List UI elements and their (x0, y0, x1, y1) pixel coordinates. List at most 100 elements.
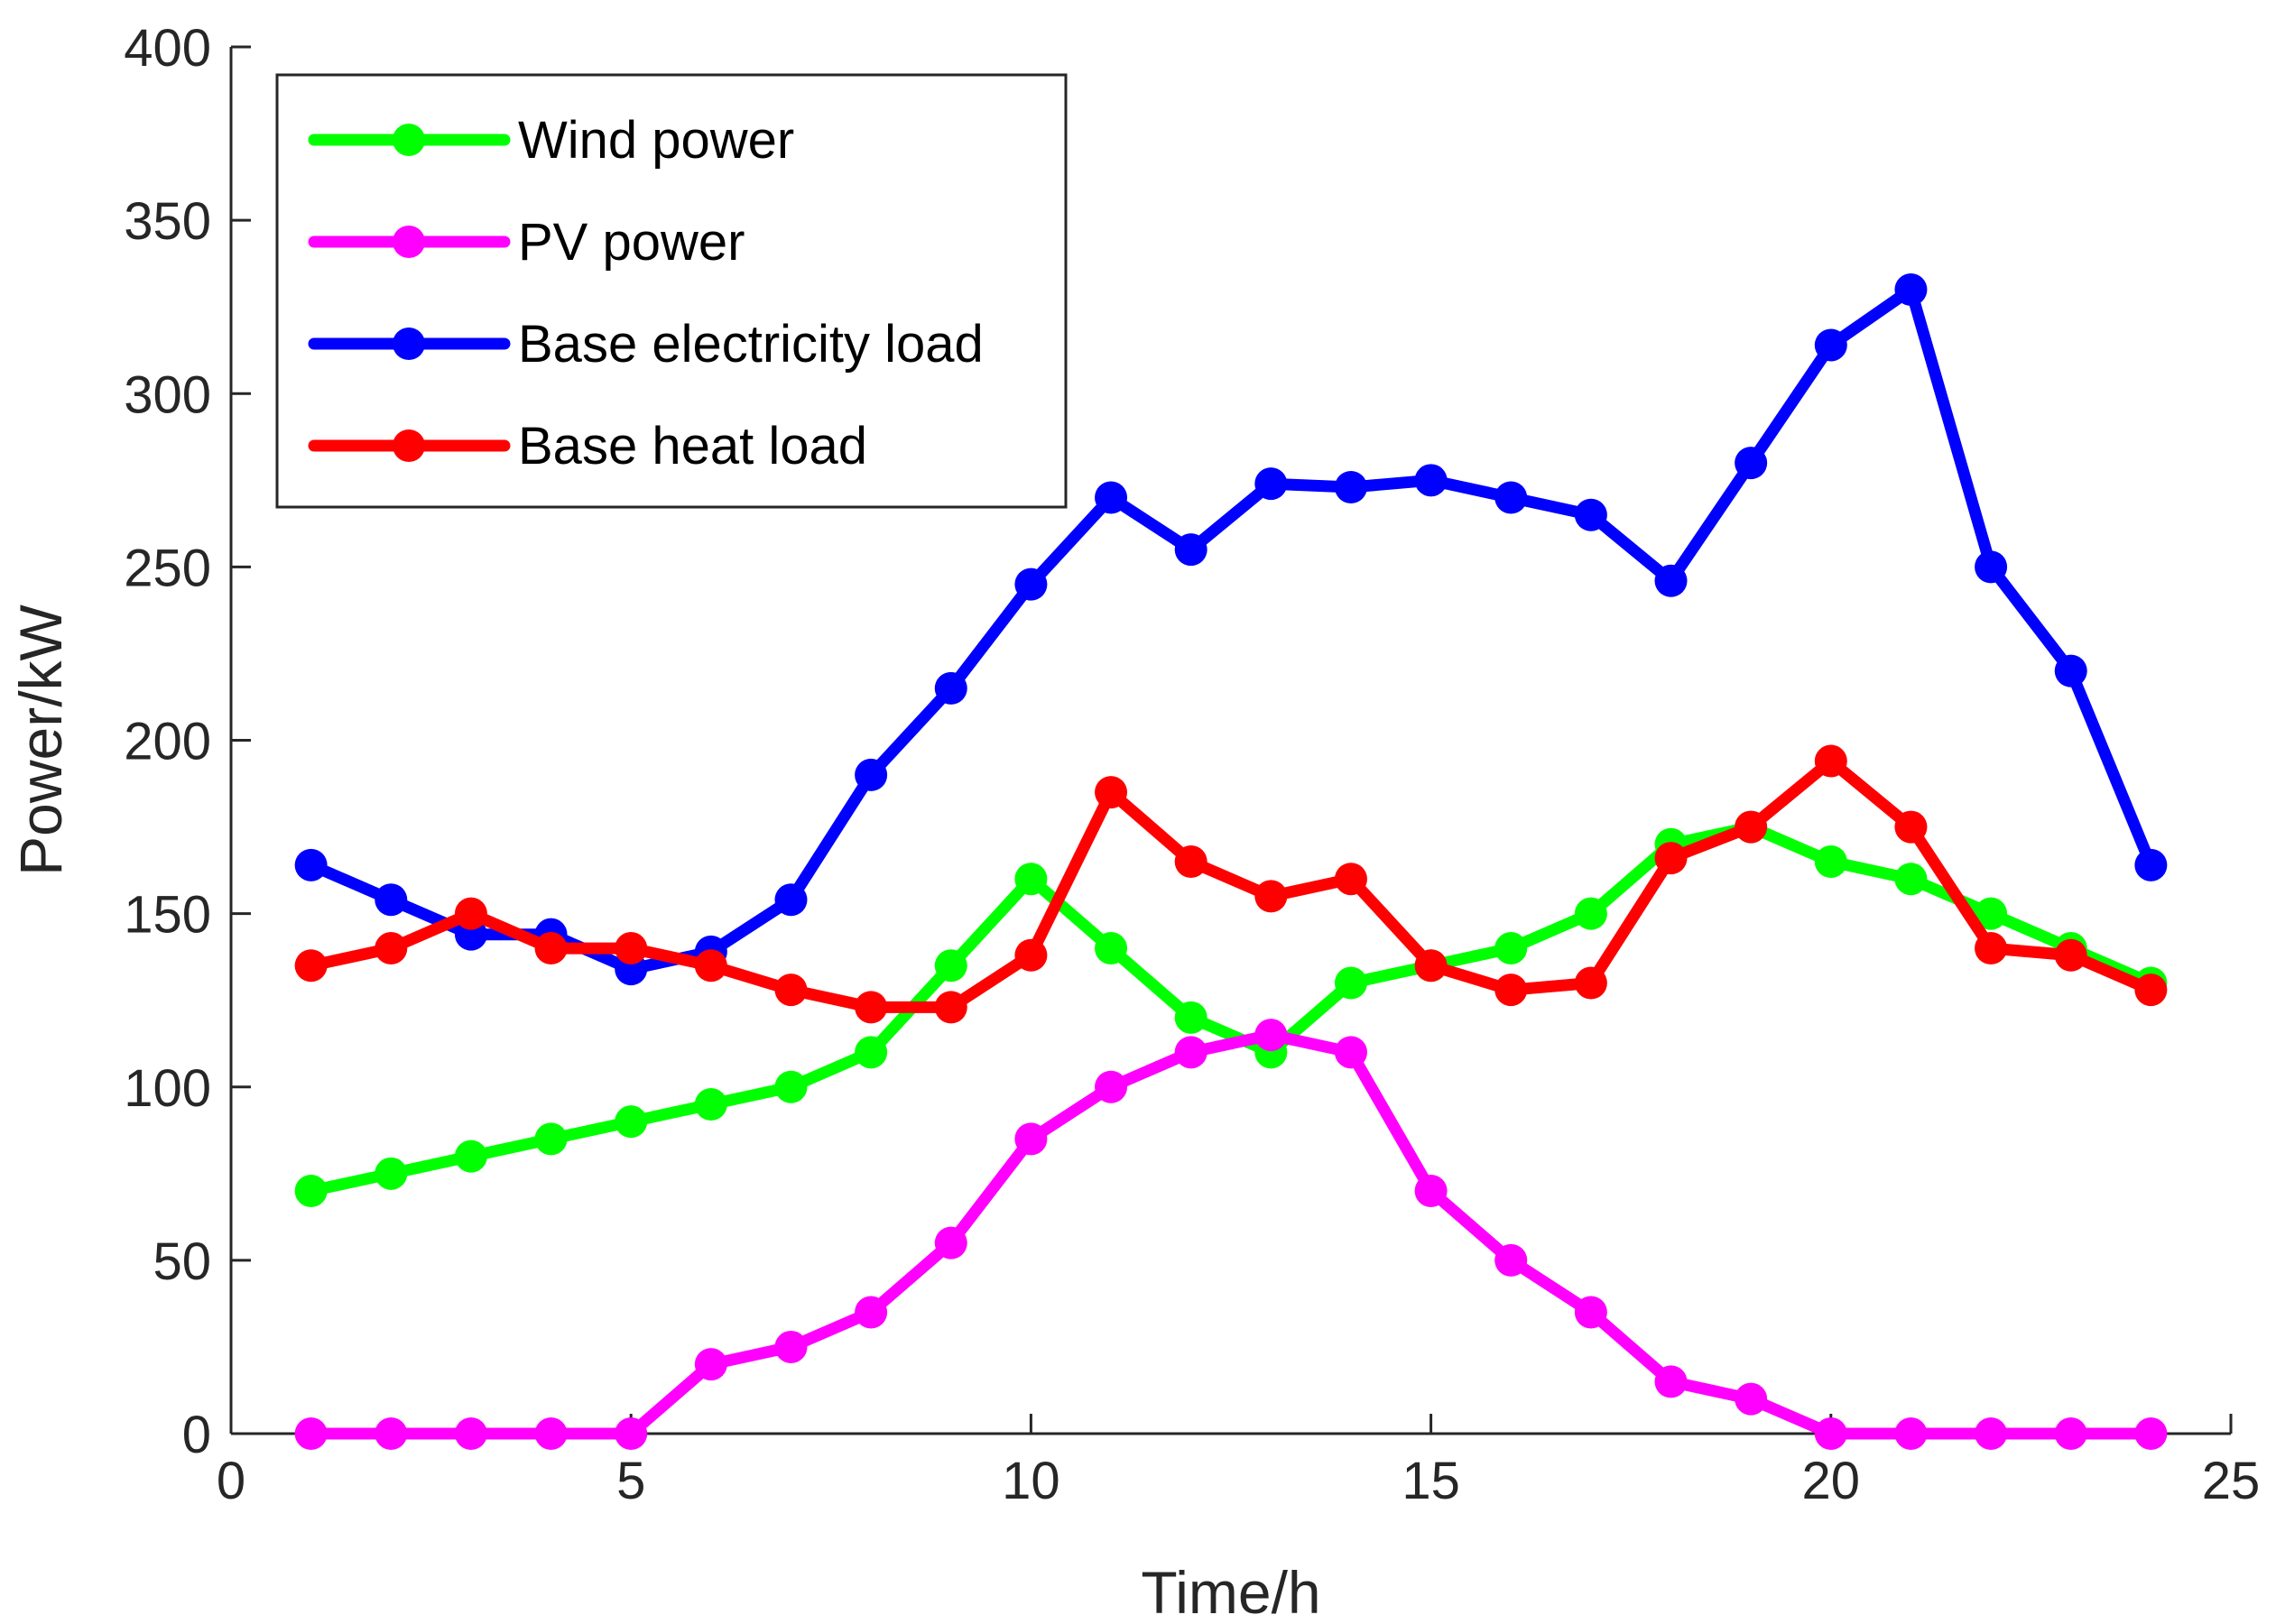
data-point (1334, 863, 1367, 896)
data-point (454, 897, 487, 930)
data-point (1735, 810, 1768, 844)
data-point (1574, 897, 1607, 930)
data-point (855, 758, 888, 791)
data-point (534, 932, 568, 965)
data-point (2134, 1417, 2168, 1450)
data-point (1494, 481, 1528, 514)
legend-item: PV power (308, 213, 745, 272)
data-point (1894, 810, 1928, 844)
data-point (1014, 938, 1048, 972)
data-point (294, 949, 328, 983)
data-point (1735, 447, 1768, 480)
data-point (454, 1417, 487, 1450)
data-point (1095, 932, 1128, 965)
data-point (454, 1140, 487, 1173)
data-point (375, 883, 408, 917)
data-point (1975, 1417, 2008, 1450)
data-point (774, 973, 808, 1007)
data-point (1095, 776, 1128, 809)
y-tick-label: 300 (124, 365, 211, 424)
legend-label: PV power (518, 213, 745, 272)
y-tick-label: 400 (124, 19, 211, 78)
data-point (1414, 1175, 1448, 1208)
x-tick-label: 25 (2202, 1452, 2261, 1510)
data-point (1414, 949, 1448, 983)
data-point (534, 1122, 568, 1156)
data-point (1174, 844, 1207, 878)
data-point (1174, 1001, 1207, 1034)
y-tick-label: 250 (124, 539, 211, 597)
legend-item: Base electricity load (308, 315, 984, 374)
data-point (694, 1348, 727, 1381)
data-point (1014, 1122, 1048, 1156)
data-point (1735, 1382, 1768, 1416)
data-point (1814, 328, 1847, 362)
x-axis-label: Time/h (1141, 1559, 1320, 1624)
data-point (694, 949, 727, 983)
data-point (1334, 966, 1367, 1000)
data-point (1414, 464, 1448, 497)
data-point (1814, 1417, 1847, 1450)
y-tick-label: 0 (182, 1406, 211, 1464)
legend-swatch-marker (393, 328, 425, 360)
axes: 0 5 10 15 20 25050100150200250300350400Time/h… (7, 19, 2260, 1624)
data-point (1574, 498, 1607, 531)
series-base-heat-load (294, 744, 2168, 1024)
legend: Wind power PV power Base electricity load B… (275, 73, 1068, 509)
data-point (2134, 848, 2168, 881)
x-tick-label: 20 (1802, 1452, 1861, 1510)
data-point (1095, 481, 1128, 514)
data-point (1494, 932, 1528, 965)
data-point (2054, 654, 2087, 687)
legend-label: Base heat load (518, 417, 867, 475)
data-point (2134, 973, 2168, 1007)
data-point (774, 1070, 808, 1103)
data-point (1174, 1036, 1207, 1069)
legend-swatch-marker (393, 124, 425, 156)
series-line (305, 755, 2157, 1013)
x-tick-label: 5 (616, 1452, 645, 1510)
x-tick-label: 0 (217, 1452, 245, 1510)
legend-item: Wind power (308, 111, 794, 170)
legend-label: Wind power (518, 111, 794, 170)
data-point (1014, 863, 1048, 896)
data-point (694, 1087, 727, 1121)
data-point (1814, 844, 1847, 878)
data-point (1894, 863, 1928, 896)
data-point (855, 991, 888, 1024)
data-point (294, 1175, 328, 1208)
data-point (774, 1330, 808, 1363)
data-point (1654, 1365, 1688, 1398)
data-point (1894, 272, 1928, 306)
data-point (1174, 533, 1207, 567)
data-point (1014, 567, 1048, 601)
data-point (1975, 550, 2008, 584)
data-point (855, 1296, 888, 1329)
data-point (1254, 880, 1288, 913)
data-point (375, 932, 408, 965)
series-base-electricity-load (294, 272, 2168, 986)
data-point (855, 1036, 888, 1069)
series-wind-power (294, 810, 2168, 1208)
data-point (1254, 1019, 1288, 1052)
data-point (615, 1105, 648, 1139)
data-point (1334, 470, 1367, 503)
data-point (1975, 932, 2008, 965)
data-point (934, 671, 967, 705)
data-point (1814, 744, 1847, 778)
data-point (1975, 897, 2008, 930)
data-point (534, 1417, 568, 1450)
data-point (934, 949, 967, 983)
data-point (1494, 1243, 1528, 1277)
y-tick-label: 350 (124, 192, 211, 251)
data-point (2054, 938, 2087, 972)
data-point (934, 1226, 967, 1260)
data-point (1254, 467, 1288, 501)
x-tick-label: 15 (1402, 1452, 1460, 1510)
legend-swatch-marker (393, 429, 425, 462)
data-point (294, 848, 328, 881)
data-point (375, 1157, 408, 1190)
y-tick-label: 200 (124, 713, 211, 771)
data-point (1654, 842, 1688, 875)
data-point (2054, 1417, 2087, 1450)
